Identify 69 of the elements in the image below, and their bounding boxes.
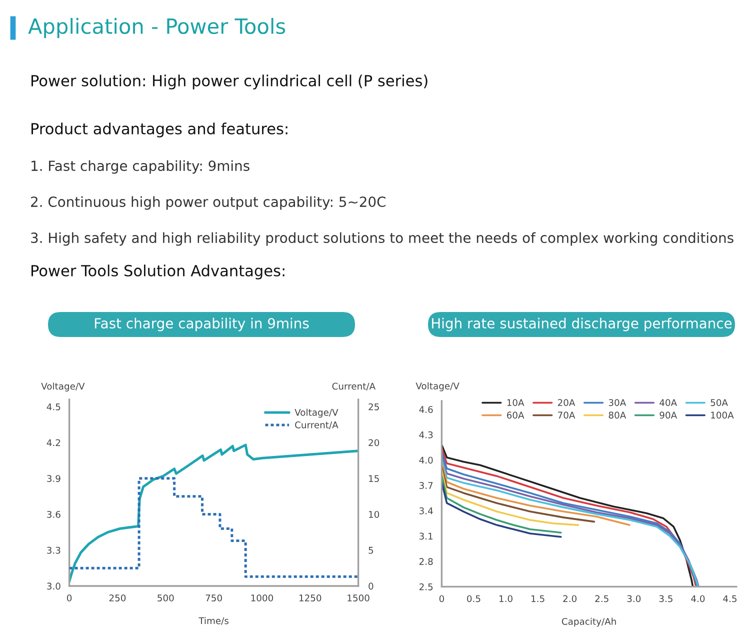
x-tick-label: 0.5 bbox=[467, 595, 480, 602]
line-series bbox=[69, 444, 358, 582]
text: 2. Continuous high power output capability: 5~20C bbox=[31, 196, 386, 210]
x-tick-label: 2.5 bbox=[595, 595, 608, 602]
y-tick-label: 4.3 bbox=[419, 431, 433, 438]
legend-label: 10A bbox=[507, 399, 524, 406]
x-tick-label: 2.0 bbox=[563, 595, 577, 602]
y-tick-label: 4.6 bbox=[419, 406, 433, 413]
legend-label: 80A bbox=[608, 412, 626, 419]
y2-tick-label: 20 bbox=[368, 439, 380, 446]
legend-label: Current/A bbox=[295, 421, 338, 430]
chart-title: Fast charge capability in 9mins bbox=[94, 318, 309, 332]
chart-title: High rate sustained discharge performance bbox=[432, 318, 732, 332]
y-tick-label: 3.3 bbox=[47, 546, 60, 554]
y-tick-label: 3.0 bbox=[47, 582, 60, 590]
x-tick-label: 3.0 bbox=[627, 595, 641, 602]
x-tick-label: 0 bbox=[439, 595, 444, 602]
line-series bbox=[442, 469, 580, 526]
y2-tick-label: 10 bbox=[369, 510, 380, 518]
x-tick-label: 4.0 bbox=[691, 595, 705, 602]
text: Product advantages and features: bbox=[32, 122, 288, 138]
y2-tick-label: 15 bbox=[369, 475, 379, 482]
y-tick-label: 3.6 bbox=[47, 510, 60, 518]
y-tick-label: 3.9 bbox=[47, 475, 60, 482]
x-axis-title: Capacity/Ah bbox=[562, 618, 616, 627]
x-tick-label: 0 bbox=[66, 594, 72, 602]
y-axis-title: Voltage/V bbox=[416, 382, 460, 392]
legend-label: 40A bbox=[660, 399, 678, 406]
line-series bbox=[442, 466, 596, 523]
x-tick-label: 1250 bbox=[299, 594, 322, 602]
x-tick-label: 4.5 bbox=[723, 595, 736, 602]
x-tick-label: 1500 bbox=[348, 594, 370, 602]
y-tick-label: 4.5 bbox=[46, 403, 60, 410]
legend-label: 30A bbox=[608, 399, 626, 406]
x-tick-label: 1000 bbox=[251, 594, 274, 602]
x-tick-label: 3.5 bbox=[659, 595, 672, 602]
text: 1. Fast charge capability: 9mins bbox=[32, 160, 250, 174]
y2-tick-label: 25 bbox=[368, 403, 379, 410]
text: 3. High safety and high reliability product solutions to meet the needs of complex working conditions bbox=[31, 232, 734, 246]
x-tick-label: 1.5 bbox=[532, 595, 544, 602]
x-tick-label: 500 bbox=[158, 594, 174, 602]
x-tick-label: 250 bbox=[109, 594, 126, 602]
y2-tick-label: 5 bbox=[368, 546, 374, 554]
x-tick-label: 750 bbox=[206, 594, 222, 602]
line-series bbox=[442, 462, 630, 526]
text: Power Tools Solution Advantages: bbox=[32, 264, 284, 280]
legend-label: 90A bbox=[660, 412, 678, 419]
x-tick-label: 1.0 bbox=[499, 595, 512, 602]
legend-label: 60A bbox=[506, 412, 524, 419]
legend-label: 70A bbox=[558, 412, 576, 419]
legend-label: Voltage/V bbox=[294, 408, 338, 418]
text: Application - Power Tools bbox=[28, 18, 286, 38]
legend-label: 100A bbox=[711, 412, 734, 419]
y-tick-label: 4.2 bbox=[46, 439, 60, 446]
x-axis-title: Time/s bbox=[198, 617, 228, 625]
y-tick-label: 2.5 bbox=[419, 583, 433, 590]
y2-tick-label: 0 bbox=[368, 582, 374, 590]
y-tick-label: 4.0 bbox=[419, 456, 433, 464]
line-series bbox=[442, 481, 562, 538]
y-tick-label: 2.8 bbox=[419, 558, 433, 565]
y-axis-title: Voltage/V bbox=[41, 382, 85, 392]
y-tick-label: 3.4 bbox=[419, 507, 433, 514]
y-tick-label: 3.7 bbox=[419, 482, 433, 489]
y-tick-label: 3.1 bbox=[419, 532, 433, 540]
legend-label: 50A bbox=[710, 399, 728, 406]
legend-label: 20A bbox=[558, 399, 576, 406]
line-series bbox=[442, 474, 562, 534]
y2-axis-title: Current/A bbox=[332, 382, 376, 390]
text: Power solution: High power cylindrical cell (P series) bbox=[32, 74, 428, 90]
